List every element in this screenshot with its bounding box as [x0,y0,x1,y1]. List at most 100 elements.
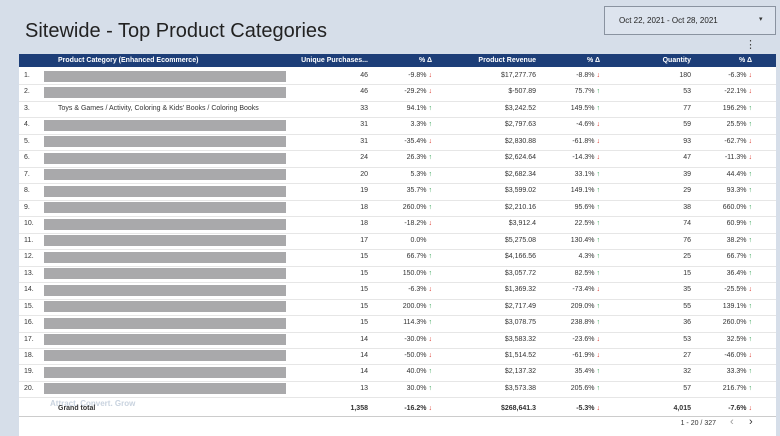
redacted-category [44,301,286,313]
cell: 15 [360,318,368,328]
row-divider [19,364,776,366]
cell-text: -6.3% [728,72,747,79]
trend-arrow: ↑ [748,236,753,244]
trend-arrow: ↑ [748,335,753,343]
cell: 22.5% ↑ [575,219,600,229]
column-header: % Δ [739,57,752,64]
cell: 57 [683,384,691,394]
redacted-category [44,334,286,346]
cell: $2,210.16 [505,203,536,213]
row-index: 17. [24,335,34,343]
cell: -29.2% ↓ [404,87,432,97]
trend-arrow: ↓ [428,335,433,343]
cell-text: 94.1% [406,104,427,112]
cell: 66.7% ↑ [407,252,432,262]
cell-text: -4.6% [576,121,595,129]
cell-text: 4.3% [578,253,595,261]
trend-arrow: ↓ [748,351,753,359]
trend-arrow: ↑ [596,368,601,376]
redacted-category [44,86,286,98]
cell: 30.0% ↑ [407,384,432,394]
trend-arrow: ↓ [596,154,601,162]
cell: 31 [360,137,368,147]
cell: 14 [360,351,368,361]
total-cell: -16.2% ↓ [404,404,432,414]
cell-text: 260.0% [722,319,747,327]
cell: $2,717.49 [505,302,536,312]
cell: -46.0% ↓ [724,351,752,361]
cell-text: 53 [683,88,691,96]
cell-text: 14 [360,335,368,343]
cell-text: 57 [683,384,691,392]
cell: 33.3% ↑ [727,367,752,377]
cell: 205.6% ↑ [571,384,600,394]
cell: $3,573.38 [505,384,536,394]
cell: $4,166.56 [505,252,536,262]
cell-text: 200.0% [402,302,427,310]
row-index: 13. [24,269,34,277]
trend-arrow: ↑ [596,302,601,310]
trend-arrow: ↓ [748,72,753,79]
trend-arrow: ↑ [428,384,433,392]
date-picker[interactable]: Oct 22, 2021 - Oct 28, 2021 ▾ [604,6,776,35]
trend-arrow: ↓ [596,335,601,343]
cell-text: 66.7% [406,253,427,261]
row-divider [19,150,776,152]
cell-text: 18 [360,203,368,211]
trend-arrow: ↓ [596,286,601,294]
cell: -25.5% ↓ [724,285,752,295]
cell: 15 [360,252,368,262]
cell: 59 [683,120,691,130]
cell-text: 32.5% [726,335,747,343]
cell-text: 0.0% [410,236,427,244]
cell-text: 5.3% [410,170,427,178]
trend-arrow: ↑ [748,220,753,228]
trend-arrow: ↑ [596,88,601,96]
cell-text: 25 [683,253,691,261]
cell: -14.3% ↓ [572,153,600,163]
row-index: 8. [24,187,30,195]
cell: -8.8% ↓ [576,71,600,81]
cell-text: $2,797.63 [504,121,536,129]
cell: -35.4% ↓ [404,137,432,147]
cell-text: 22.5% [574,220,595,228]
cell: 149.1% ↑ [571,186,600,196]
cell: 14 [360,367,368,377]
prev-page[interactable]: ‹ [730,416,734,428]
cell-text: 14 [360,368,368,376]
cell: 14 [360,335,368,345]
cell: 35.7% ↑ [407,186,432,196]
redacted-category [44,202,286,214]
cell: 93.3% ↑ [727,186,752,196]
cell-text: 76 [683,236,691,244]
cell-text: 44.4% [726,170,747,178]
cell: 38.2% ↑ [727,236,752,246]
row-index: 1. [24,72,30,79]
cell-text: 66.7% [726,253,747,261]
dropdown-arrow: ▾ [759,16,763,23]
trend-arrow: ↑ [596,269,601,277]
cell-text: 1,358 [350,405,368,412]
row-divider [19,133,776,135]
column-header: Unique Purchases... [301,57,368,64]
trend-arrow: ↑ [428,302,433,310]
cell-text: -14.3% [572,154,595,162]
row-divider [19,331,776,333]
cell: $3,242.52 [505,104,536,114]
cell: 94.1% ↑ [407,104,432,114]
row-index: 12. [24,253,34,261]
cell-text: $2,830.88 [504,137,536,145]
row-divider [19,347,776,349]
cell-text: -46.0% [724,351,747,359]
row-divider [19,100,776,102]
cell-text: 238.8% [570,319,595,327]
cell-text: $2,137.32 [504,368,536,376]
cell: 238.8% ↑ [571,318,600,328]
more-menu[interactable]: ⋮ [745,39,756,51]
cell: 216.7% ↑ [723,384,752,394]
trend-arrow: ↑ [596,187,601,195]
next-page[interactable]: › [749,416,753,428]
row-index: 5. [24,137,30,145]
trend-arrow: ↓ [748,154,753,162]
